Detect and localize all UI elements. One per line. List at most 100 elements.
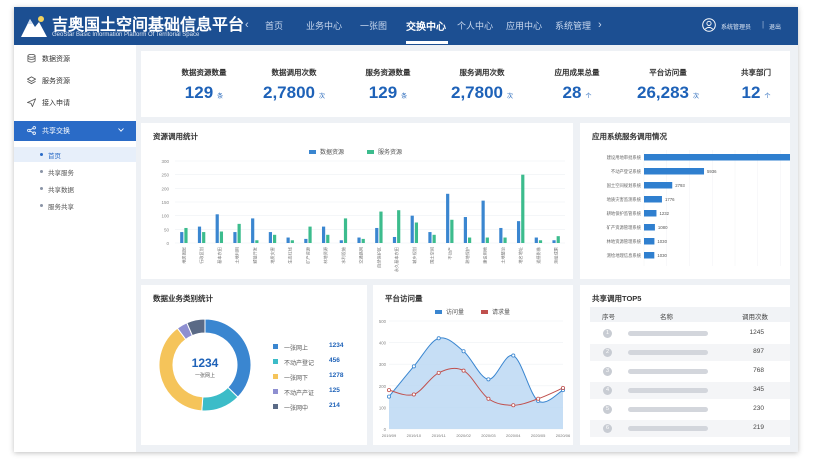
stat-value-wrap: 2,7800 次 (437, 83, 527, 103)
call-count: 768 (753, 367, 764, 374)
rank-badge: 2 (603, 348, 612, 357)
table-row[interactable]: 5 230 (590, 401, 790, 418)
brand-title: 吉奥国土空间基础信息平台 (52, 15, 245, 34)
donut-legend-item[interactable]: 一张网下 1278 (273, 372, 363, 384)
header-separator: | (762, 20, 765, 29)
x-tick-label: 不动产 (446, 247, 453, 260)
sidebar-item-data-resources[interactable]: 数据资源 (14, 49, 136, 69)
bar-service (290, 240, 294, 243)
legend-swatch (273, 359, 278, 364)
bar-service (326, 234, 330, 243)
donut-legend-item[interactable]: 不动产产证 125 (273, 387, 363, 399)
nav-app-center[interactable]: 应用中心 (506, 21, 543, 31)
blurred-name (628, 350, 708, 355)
submenu-item-home[interactable]: 首页 (14, 147, 136, 162)
resource-bar-chart: 300 250 200 150 100 50 0 地类图斑 行政区划 基本农田 土地利用 城镇开发 地质… (161, 159, 565, 272)
stat-unit: 次 (318, 94, 325, 100)
nav-personal-center[interactable]: 个人中心 (457, 21, 494, 31)
call-count: 345 (753, 386, 764, 393)
stat-label: 应用成果总量 (554, 68, 600, 77)
app-system-panel: 应用系统服务调用情况 建设用地审批系统15937不动产登记系统5936国土空间规… (580, 123, 790, 279)
table-row[interactable]: 1 1245 (590, 325, 790, 342)
table-row[interactable]: 4 345 (590, 382, 790, 399)
y-tick-label: 0 (384, 427, 387, 432)
stat-value-wrap: 26,283 次 (623, 83, 713, 103)
legend-requests[interactable]: 请求量 (481, 307, 510, 316)
table-row[interactable]: 3 768 (590, 363, 790, 380)
bar-data (375, 227, 379, 243)
x-tick-label: 2020/06 (556, 433, 571, 438)
bar-service (273, 234, 277, 243)
y-tick-label: 250 (161, 173, 169, 178)
x-tick-label: 地类图斑 (180, 247, 187, 264)
donut-legend-item[interactable]: 一张网中 214 (273, 402, 363, 414)
legend-label: 一张网下 (284, 376, 309, 382)
bar-data (463, 217, 467, 243)
stat-value: 28 (562, 83, 582, 102)
submenu-item-shared-services[interactable]: 共享服务 (14, 164, 136, 179)
panel-title: 应用系统服务调用情况 (592, 132, 667, 141)
bar-service (432, 234, 436, 243)
stat-value: 26,283 (636, 83, 689, 102)
submenu-item-shared-data[interactable]: 共享数据 (14, 181, 136, 196)
nav-system-admin[interactable]: 系统管理 (555, 21, 592, 31)
y-category-label: 林地资源管理系统 (607, 238, 642, 245)
requests-point (486, 396, 491, 401)
bar-service (184, 227, 188, 243)
nav-exchange-center[interactable]: 交换中心 (406, 22, 446, 33)
legend-swatch (273, 344, 278, 349)
sidebar-item-access-request[interactable]: 接入申请 (14, 93, 136, 113)
col-header-count: 调用次数 (742, 314, 768, 321)
stat-data-call-count: 数据调用次数 2,7800 次 (249, 51, 339, 117)
legend-swatch (367, 150, 374, 155)
table-row[interactable]: 6 219 (590, 420, 790, 437)
x-tick-label: 水利设施 (340, 246, 347, 264)
stat-unit: 个 (764, 94, 771, 100)
user-name[interactable]: 系统管理员 (721, 25, 752, 31)
brand-subtitle: GeoStar Basic Information Platform Of Te… (52, 32, 200, 38)
requests-point (436, 370, 441, 375)
x-tick-label: 2020/04 (506, 433, 521, 438)
x-tick-label: 测绘成果 (553, 246, 560, 264)
app-bar-chart: 建设用地审批系统15937不动产登记系统5936国土空间规划系统2793地质灾害… (607, 150, 790, 266)
legend-label: 数据资源 (320, 150, 345, 156)
y-category-label: 矿产资源管理系统 (607, 224, 642, 231)
x-tick-label: 国土空间 (429, 247, 436, 264)
logout-link[interactable]: 退出 (769, 25, 782, 31)
submenu-item-service-sharing[interactable]: 服务共享 (14, 198, 136, 213)
bar-data (534, 237, 538, 243)
donut-legend-item[interactable]: 不动产登记 456 (273, 357, 363, 369)
y-tick-label: 200 (161, 186, 169, 191)
bar-service (538, 240, 543, 243)
bar-data (268, 232, 272, 243)
x-tick-label: 基本农田 (216, 247, 223, 264)
visits-point (461, 349, 466, 354)
bar-service (379, 211, 383, 243)
table-row[interactable]: 2 897 (590, 344, 790, 361)
nav-prev-icon[interactable]: ‹ (245, 19, 249, 31)
legend-label: 服务资源 (378, 150, 403, 156)
legend-service-resources[interactable]: 服务资源 (367, 147, 402, 156)
nav-one-map[interactable]: 一张图 (360, 21, 388, 31)
x-tick-label: 地质灾害 (269, 247, 276, 264)
nav-home[interactable]: 首页 (265, 21, 284, 31)
donut-slice (186, 318, 206, 337)
donut-chart: 1234 一张网上 (158, 318, 252, 412)
sidebar-item-shared-exchange[interactable]: 共享交换 (14, 121, 136, 141)
bar-service (503, 237, 507, 243)
stat-value: 2,7800 (262, 83, 315, 102)
hbar (644, 210, 657, 217)
legend-visits[interactable]: 访问量 (435, 307, 464, 316)
bar-service (556, 236, 560, 243)
sidebar-item-service-resources[interactable]: 服务资源 (14, 71, 136, 91)
blurred-name (628, 407, 708, 412)
platform-visits-panel: 平台访问量 访问量 请求量 500 400 300 200 100 0 2019/09 201… (373, 285, 573, 445)
user-avatar-icon[interactable] (702, 18, 716, 32)
bar-service (219, 231, 224, 243)
stat-unit: 条 (401, 94, 408, 100)
nav-next-icon[interactable]: › (598, 19, 602, 31)
nav-business-center[interactable]: 业务中心 (306, 21, 343, 31)
donut-legend-item[interactable]: 一张网上 1234 (273, 342, 363, 354)
legend-data-resources[interactable]: 数据资源 (309, 147, 344, 156)
